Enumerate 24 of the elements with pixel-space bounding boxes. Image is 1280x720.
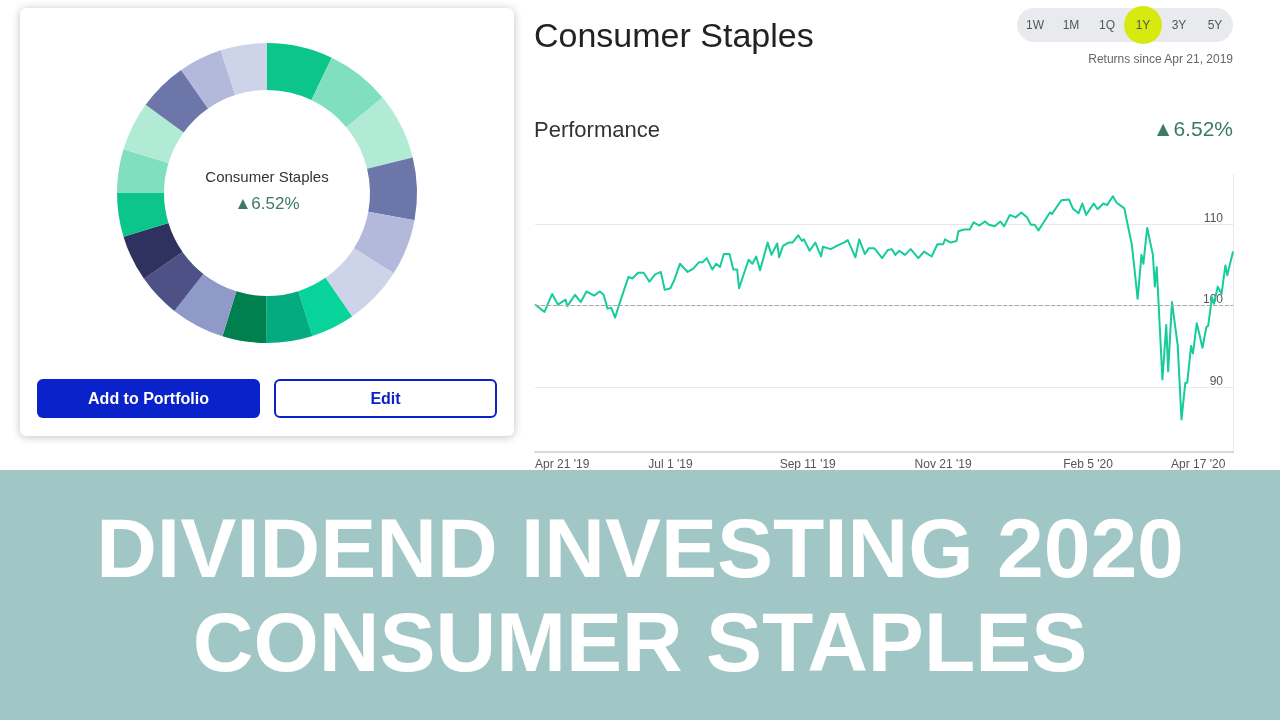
text: ▲6.52% bbox=[1152, 117, 1233, 141]
text: DIVIDEND INVESTING 2020 bbox=[95, 500, 1185, 597]
text: 1Q bbox=[1098, 18, 1115, 32]
chart-title: Consumer Staples bbox=[534, 16, 814, 55]
x-tick-label: Nov 21 '19 bbox=[914, 457, 972, 471]
text: 3Y bbox=[1171, 18, 1187, 32]
chart-subtitle: Returns since Apr 21, 2019 bbox=[1088, 52, 1233, 66]
x-tick-label: Feb 5 '20 bbox=[1063, 457, 1114, 471]
text: Edit bbox=[274, 379, 497, 418]
y-tick-label: 90 bbox=[1209, 373, 1224, 388]
text: Consumer Staples bbox=[204, 168, 330, 185]
x-tick-label: Apr 21 '19 bbox=[535, 457, 590, 471]
text: Performance bbox=[534, 117, 660, 143]
text: 5Y bbox=[1207, 18, 1223, 32]
text: ▲6.52% bbox=[233, 194, 301, 214]
text: Add to Portfolio bbox=[37, 379, 260, 418]
x-tick-label: Apr 17 '20 bbox=[1171, 457, 1226, 471]
text: 1W bbox=[1026, 18, 1044, 32]
text: 1M bbox=[1062, 18, 1080, 32]
x-tick-label: Sep 11 '19 bbox=[779, 457, 837, 471]
text: 1Y bbox=[1135, 18, 1151, 32]
x-tick-label: Jul 1 '19 bbox=[648, 457, 693, 471]
y-tick-label: 110 bbox=[1203, 210, 1224, 225]
text: CONSUMER STAPLES bbox=[191, 594, 1089, 691]
